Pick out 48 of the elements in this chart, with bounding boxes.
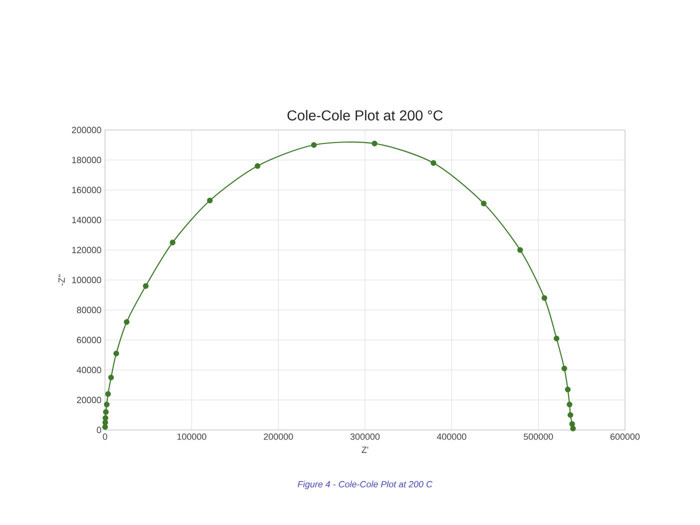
y-tick-label: 200000 — [72, 126, 102, 134]
point — [207, 198, 213, 204]
y-tick-label: 0 — [96, 426, 102, 434]
x-tick-label: 600000 — [610, 434, 640, 440]
point — [105, 391, 111, 397]
chart-title: Cole-Cole Plot at 200 °C — [288, 110, 443, 120]
y-tick-label: 60000 — [77, 336, 102, 344]
y-tick-label: 100000 — [72, 276, 102, 284]
x-tick-label: 500000 — [524, 434, 553, 440]
point — [108, 374, 114, 380]
point — [102, 420, 108, 426]
point — [104, 402, 110, 408]
x-tick-label: 200000 — [264, 434, 293, 440]
y-tick-label: 160000 — [72, 186, 102, 194]
point — [372, 140, 378, 146]
y-tick-label: 20000 — [77, 396, 102, 404]
point — [142, 283, 149, 289]
y-tick-label: 80000 — [76, 306, 102, 314]
point — [517, 247, 523, 253]
x-tick-label: 400000 — [436, 434, 466, 440]
point — [124, 319, 130, 325]
x-axis-title: Z' — [362, 446, 368, 453]
y-tick-label: 40000 — [76, 366, 102, 374]
point — [570, 426, 576, 432]
point — [568, 412, 574, 418]
point — [480, 200, 487, 206]
caption: Figure 4 - Cole-Cole Plot at 200 C — [298, 480, 433, 490]
point — [254, 163, 260, 169]
point — [561, 366, 568, 372]
point — [566, 402, 572, 408]
point — [564, 386, 571, 392]
point — [554, 336, 560, 342]
point — [113, 350, 120, 356]
y-tick-label: 120000 — [72, 246, 102, 254]
x-tick-label: 0 — [102, 434, 108, 440]
point — [430, 160, 436, 166]
point — [170, 240, 176, 246]
y-tick-label: 140000 — [72, 216, 102, 224]
x-tick-label: 300000 — [350, 434, 380, 440]
point — [102, 424, 108, 430]
point — [103, 409, 109, 415]
y-tick-label: 180000 — [72, 156, 102, 164]
point — [102, 415, 108, 421]
point — [311, 142, 317, 148]
y-axis-title: -Z'' — [58, 274, 65, 286]
x-tick-label: 100000 — [177, 434, 206, 440]
point — [569, 421, 575, 427]
point — [542, 295, 548, 301]
